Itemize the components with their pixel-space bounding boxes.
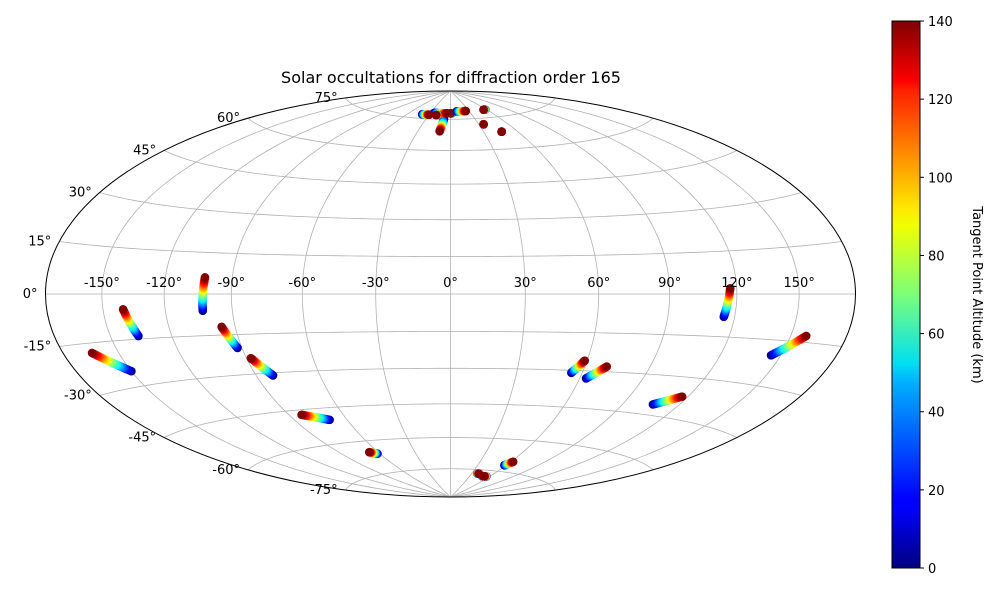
parallel-line <box>59 331 842 347</box>
occultation-track <box>417 109 434 120</box>
occultation-point <box>118 304 128 314</box>
occultation-track <box>118 304 143 341</box>
occultation-point <box>474 469 484 479</box>
latitude-tick-label: -30° <box>64 389 92 404</box>
latitude-tick-labels: 75° 60° 45° 30° 15° 0° -15° -30° -45° -60° -75° <box>23 91 338 498</box>
graticule-grid <box>45 90 856 498</box>
occultation-point <box>580 356 590 365</box>
occultation-track <box>473 469 484 479</box>
occultation-point <box>508 457 518 467</box>
latitude-tick-label: -75° <box>310 483 338 498</box>
parallel-line <box>345 468 556 491</box>
occultation-point <box>801 331 811 341</box>
parallel-line <box>247 437 654 471</box>
colorbar-tick-label: 40 <box>928 406 945 421</box>
colorbar-tick-label: 140 <box>928 15 953 30</box>
longitude-tick-label: 0° <box>443 276 458 291</box>
occultation-point <box>461 106 471 116</box>
occultation-track <box>87 348 136 376</box>
colorbar-tick-label: 0 <box>928 562 936 577</box>
occultation-point <box>424 110 434 120</box>
colorbar-label: Tangent Point Altitude (km) <box>969 205 984 383</box>
occultation-track <box>500 457 518 470</box>
longitude-tick-label: -90° <box>217 276 245 291</box>
longitude-tick-label: 150° <box>784 276 815 291</box>
occultation-track <box>198 273 210 315</box>
latitude-tick-label: -60° <box>212 463 240 478</box>
longitude-tick-label: -150° <box>84 276 120 291</box>
longitude-tick-label: 60° <box>587 276 610 291</box>
colorbar-ticks: 0 20 40 60 80 100 120 140 <box>920 15 953 577</box>
occultation-track <box>766 331 811 360</box>
parallel-line <box>247 117 654 151</box>
occultation-point <box>297 410 306 420</box>
occultation-points <box>87 105 811 481</box>
colorbar-tick-label: 100 <box>928 171 953 186</box>
occultation-track <box>719 283 735 322</box>
occultation-track <box>297 410 334 425</box>
occultation-track <box>648 392 687 409</box>
occultation-point <box>677 392 687 401</box>
longitude-tick-label: -60° <box>288 276 316 291</box>
occultation-point <box>479 105 488 115</box>
occultation-point <box>479 120 488 129</box>
occultation-track <box>435 114 449 136</box>
occultation-point <box>602 362 612 371</box>
longitude-tick-labels: -150° -120° -90° -60° -30° 0° 30° 60° 90° 120° 150… <box>84 276 815 291</box>
latitude-tick-label: 15° <box>28 234 51 249</box>
occultation-track <box>497 127 506 136</box>
map-boundary <box>45 90 856 498</box>
occultation-point <box>87 348 97 358</box>
occultation-track <box>479 105 490 115</box>
parallel-line <box>59 241 842 257</box>
colorbar-tick-label: 20 <box>928 484 945 499</box>
occultation-track <box>567 356 590 378</box>
parallel-line <box>99 367 802 396</box>
occultation-point <box>246 353 256 363</box>
colorbar-tick-label: 120 <box>928 93 953 108</box>
latitude-tick-label: -15° <box>24 340 52 355</box>
occultation-track <box>364 447 382 458</box>
chart-title: Solar occultations for diffraction order… <box>281 68 621 87</box>
occultation-point <box>217 322 226 332</box>
occultation-point <box>435 127 444 136</box>
latitude-tick-label: 30° <box>69 186 92 201</box>
latitude-tick-label: 60° <box>217 111 240 126</box>
latitude-tick-label: -45° <box>128 431 156 446</box>
colorbar: 0 20 40 60 80 100 120 140 Tangent Point Altitud… <box>891 15 984 577</box>
occultation-track <box>431 110 442 120</box>
parallel-line <box>345 97 556 120</box>
longitude-tick-label: 90° <box>658 276 681 291</box>
colorbar-tick-label: 80 <box>928 249 945 264</box>
longitude-tick-label: -30° <box>362 276 390 291</box>
occultation-track <box>581 362 612 383</box>
longitude-tick-label: -120° <box>146 276 182 291</box>
longitude-tick-label: 120° <box>721 276 752 291</box>
occultation-point <box>200 273 210 282</box>
latitude-tick-label: 75° <box>315 91 338 106</box>
map-outline <box>45 90 856 498</box>
occultation-point <box>364 447 374 457</box>
parallel-line <box>99 192 802 221</box>
occultation-track <box>452 106 471 116</box>
occultation-track <box>479 120 488 129</box>
latitude-tick-label: 45° <box>133 143 156 158</box>
colorbar-gradient <box>891 20 921 569</box>
colorbar-tick-label: 60 <box>928 328 945 343</box>
occultation-point <box>431 110 441 120</box>
latitude-tick-label: 0° <box>23 287 38 302</box>
occultation-track <box>217 322 242 353</box>
parallel-line <box>163 403 738 438</box>
occultation-point <box>725 283 735 293</box>
parallel-line <box>163 150 738 185</box>
longitude-tick-label: 30° <box>514 276 537 291</box>
occultation-track <box>246 353 278 380</box>
occultation-point <box>497 127 506 136</box>
